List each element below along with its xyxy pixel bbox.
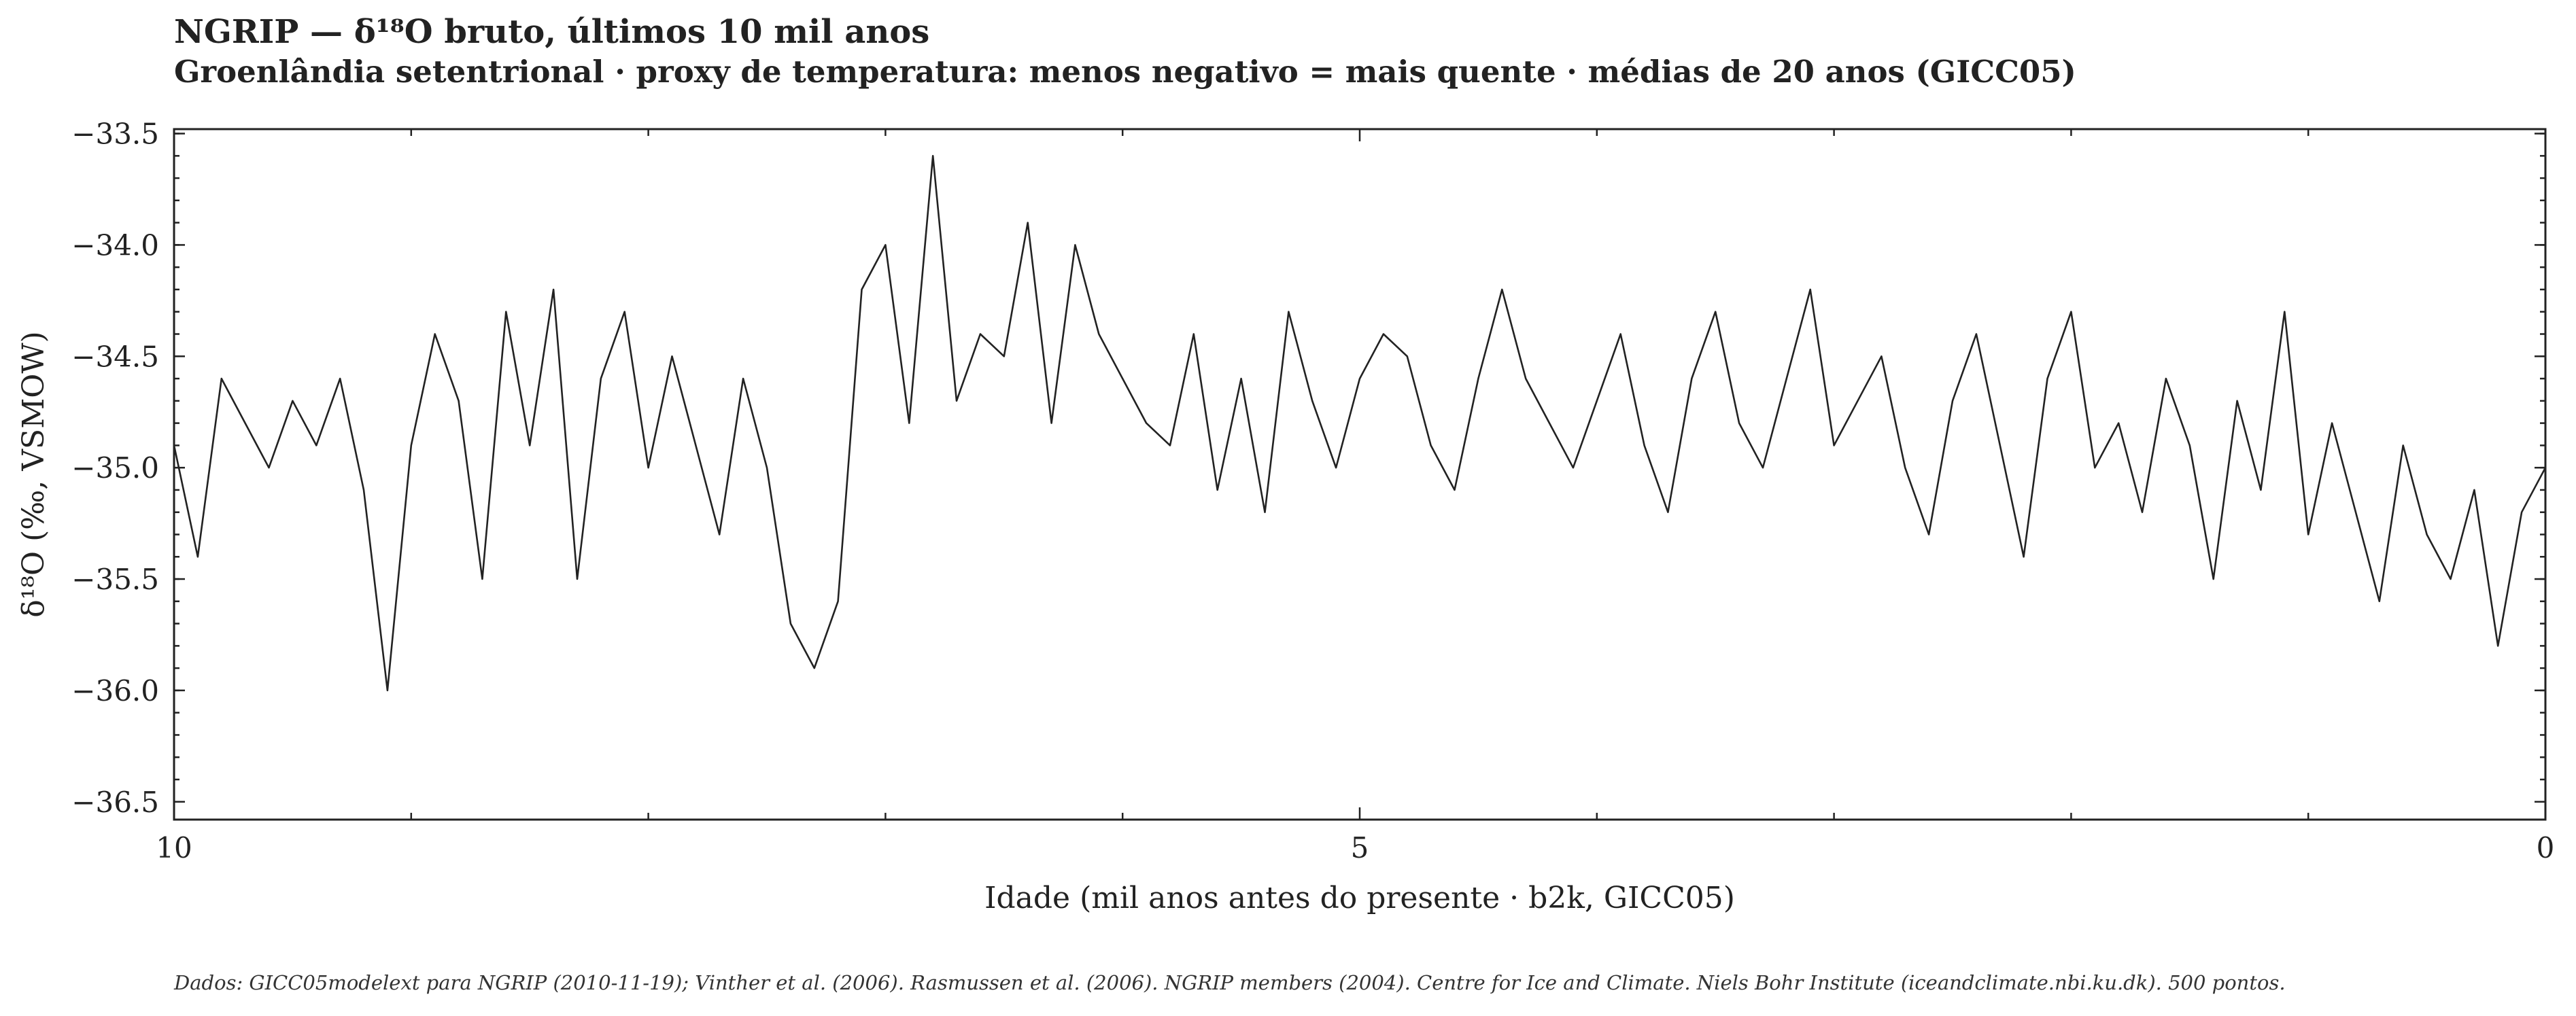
y-tick-label: −33.5 [71,118,159,151]
x-tick-label: 10 [156,831,192,864]
y-tick-label: −36.0 [71,674,159,707]
tick-labels: −33.5 −34.0 −34.5 −35.0 −35.5 −36.0 −36.5 10 5 0 [71,118,2554,864]
axis-ticks [173,129,2547,820]
x-tick-label: 5 [1351,831,1369,864]
chart-subtitle: Groenlândia setentrional · proxy de temp… [174,54,2076,90]
chart-title: NGRIP — δ¹⁸O bruto, últimos 10 mil anos [174,13,930,51]
y-tick-label: −34.0 [71,228,159,262]
y-tick-label: −35.5 [71,563,159,596]
y-axis-label: δ¹⁸O (‰, VSMOW) [16,331,51,617]
x-tick-label: 0 [2537,831,2555,864]
x-axis-label: Idade (mil anos antes do presente · b2k,… [984,881,1735,915]
source-note: Dados: GICC05modelext para NGRIP (2010-1… [174,971,2286,994]
series-line [173,155,2547,692]
y-tick-label: −36.5 [71,786,159,819]
plot-frame [173,128,2547,821]
y-tick-label: −35.0 [71,451,159,485]
y-tick-label: −34.5 [71,340,159,373]
